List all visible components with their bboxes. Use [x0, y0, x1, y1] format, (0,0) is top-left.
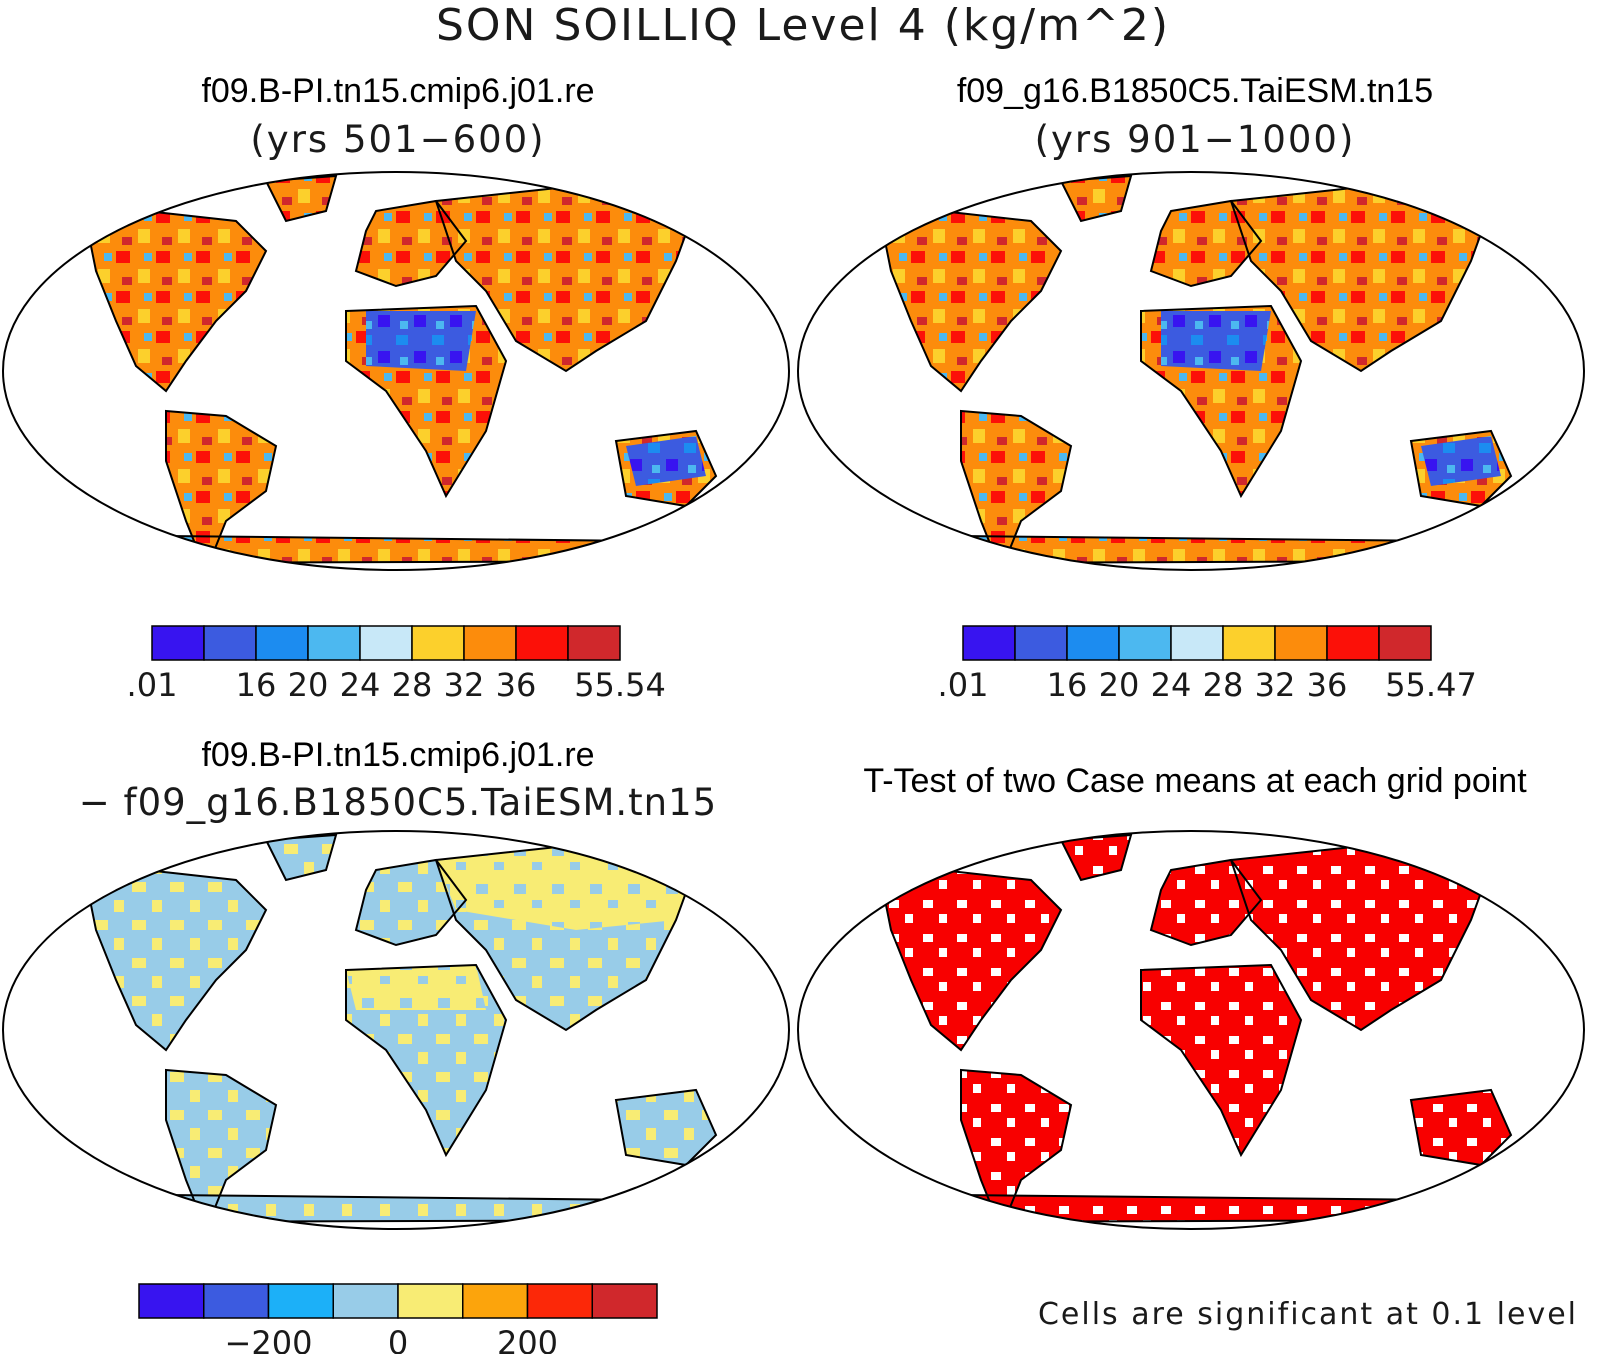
panel-ttest: T-Test of two Case means at each grid po…	[797, 762, 1585, 1332]
panel-case1-years: (yrs 501−600)	[250, 118, 545, 161]
colorbar-tick-label: 200	[497, 1324, 558, 1354]
panel-case2-title: f09_g16.B1850C5.TaiESM.tn15	[957, 72, 1433, 110]
colorbar-swatch	[332, 1283, 399, 1319]
colorbar-tick-label: .01	[938, 666, 989, 704]
colorbar-tick-label: −200	[225, 1324, 313, 1354]
colorbar-tick-label: 32	[1255, 666, 1296, 704]
colorbar-tick-label: 20	[1099, 666, 1140, 704]
colorbar-swatch	[962, 625, 1016, 661]
map-frame	[2, 830, 790, 1230]
colorbar-swatch	[397, 1283, 464, 1319]
map-frame	[797, 830, 1585, 1230]
map-frame	[797, 171, 1585, 571]
panel-case2-years: (yrs 901−1000)	[1035, 118, 1356, 161]
colorbar-swatch	[138, 1283, 205, 1319]
panel-difference-case: f09.B-PI.tn15.cmip6.j01.re	[201, 736, 594, 774]
map-frame	[2, 171, 790, 571]
colorbar-tick-label: 24	[1151, 666, 1192, 704]
panel-case1-map	[2, 171, 790, 571]
colorbar-swatch	[1170, 625, 1224, 661]
colorbar-swatch	[203, 625, 257, 661]
panel-case2-map	[797, 171, 1585, 571]
colorbar-tick-label: 20	[288, 666, 329, 704]
colorbar-swatch	[462, 1283, 529, 1319]
colorbar-tick-label: 36	[496, 666, 537, 704]
colorbar-tick-label: 24	[340, 666, 381, 704]
panel-difference-subtitle: − f09_g16.B1850C5.TaiESM.tn15	[79, 781, 717, 824]
colorbar-tick-label: 16	[236, 666, 277, 704]
colorbar-case1: .01 16 20 24 28 32 36 55.54	[127, 625, 666, 704]
colorbar-swatch	[1118, 625, 1172, 661]
panel-case1-title: f09.B-PI.tn15.cmip6.j01.re	[201, 72, 594, 110]
colorbar-swatch	[307, 625, 361, 661]
colorbar-swatch	[1378, 625, 1432, 661]
colorbar-tick-label: 16	[1047, 666, 1088, 704]
colorbar-tick-label: 36	[1307, 666, 1348, 704]
colorbar-difference: −200 0 200	[138, 1283, 658, 1354]
colorbar-case2: .01 16 20 24 28 32 36 55.47	[938, 625, 1477, 704]
colorbar-swatch	[255, 625, 309, 661]
colorbar-swatch	[411, 625, 465, 661]
colorbar-swatch	[526, 1283, 593, 1319]
colorbar-tick-label: 28	[392, 666, 433, 704]
colorbar-tick-label: 32	[444, 666, 485, 704]
colorbar-tick-label: 55.54	[574, 666, 666, 704]
colorbar-tick-label: 28	[1203, 666, 1244, 704]
colorbar-tick-label: .01	[127, 666, 178, 704]
colorbar-swatch	[1222, 625, 1276, 661]
colorbar-swatch	[1274, 625, 1328, 661]
colorbar-swatch	[359, 625, 413, 661]
colorbar-swatch	[591, 1283, 658, 1319]
colorbar-swatch	[267, 1283, 334, 1319]
colorbar-swatch	[151, 625, 205, 661]
colorbar-tick-label: 0	[388, 1324, 408, 1354]
figure-title: SON SOILLIQ Level 4 (kg/m^2)	[436, 0, 1170, 51]
panel-ttest-map	[797, 830, 1585, 1230]
panel-case2: f09_g16.B1850C5.TaiESM.tn15 (yrs 901−100…	[797, 72, 1585, 704]
colorbar-swatch	[1326, 625, 1380, 661]
colorbar-tick-label: 55.47	[1385, 666, 1477, 704]
colorbar-swatch	[1066, 625, 1120, 661]
colorbar-swatch	[515, 625, 569, 661]
colorbar-swatch	[463, 625, 517, 661]
panel-case1: f09.B-PI.tn15.cmip6.j01.re (yrs 501−600)…	[2, 72, 790, 704]
panel-difference: f09.B-PI.tn15.cmip6.j01.re − f09_g16.B18…	[2, 736, 790, 1354]
significance-note: Cells are significant at 0.1 level	[1038, 1297, 1578, 1332]
panel-difference-map	[2, 830, 790, 1230]
colorbar-swatch	[567, 625, 621, 661]
panel-ttest-title: T-Test of two Case means at each grid po…	[863, 762, 1527, 800]
colorbar-swatch	[203, 1283, 270, 1319]
colorbar-swatch	[1014, 625, 1068, 661]
